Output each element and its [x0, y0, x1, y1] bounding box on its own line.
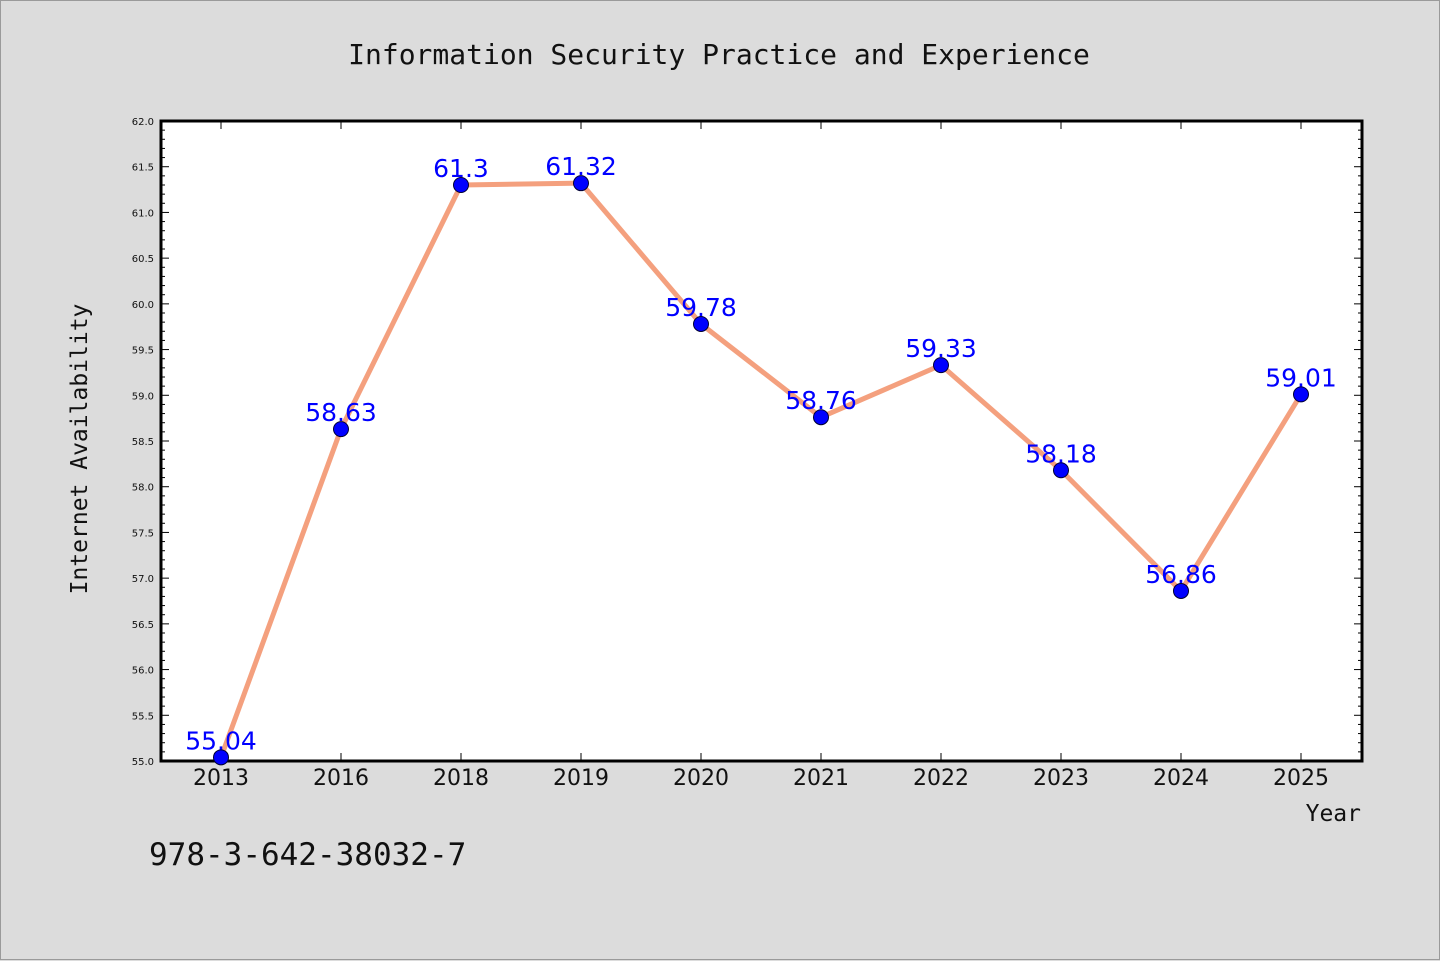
data-label: 59.33	[905, 334, 977, 363]
x-tick-label: 2021	[793, 766, 849, 791]
data-point	[813, 409, 829, 426]
data-point	[213, 749, 229, 766]
data-label: 61.32	[545, 152, 617, 181]
y-tick-label: 61.0	[132, 208, 154, 219]
data-label: 59.01	[1265, 363, 1337, 392]
x-tick-label: 2020	[673, 766, 729, 791]
x-tick-label: 2016	[313, 766, 369, 791]
x-tick-label: 2013	[193, 766, 249, 791]
y-axis-title: Internet Availability	[67, 304, 93, 595]
data-point	[333, 421, 349, 438]
data-labels: 55.04 58.63 61.3 61.32 59.78 58.76 59.33 58.18 5…	[185, 152, 1337, 755]
y-axis: 55.0 55.5 56.0 56.5 57.0 57.5 58.0 58.5 59.0 59.5…	[132, 117, 1362, 768]
x-axis: 2013 2016 2018 2019 2020 2021 2022 2023 2024 2025	[193, 121, 1329, 791]
data-label: 59.78	[665, 293, 737, 322]
x-tick-label: 2019	[553, 766, 609, 791]
x-tick-label: 2018	[433, 766, 489, 791]
y-tick-label: 55.5	[132, 711, 154, 722]
chart-title: Information Security Practice and Experi…	[348, 38, 1090, 71]
y-tick-label: 56.5	[132, 620, 154, 631]
data-point	[933, 357, 949, 374]
y-tick-label: 57.0	[132, 574, 154, 585]
x-tick-label: 2022	[913, 766, 969, 791]
data-point	[1173, 582, 1189, 599]
data-point	[1053, 462, 1069, 479]
y-tick-label: 58.5	[132, 437, 154, 448]
series-group	[213, 175, 1309, 766]
y-tick-label: 55.0	[132, 757, 154, 768]
data-label: 56.86	[1145, 560, 1217, 589]
data-point	[453, 177, 469, 193]
x-tick-label: 2025	[1273, 766, 1329, 791]
plot-area	[159, 119, 1364, 763]
data-point	[1293, 386, 1309, 403]
data-label: 58.76	[785, 386, 857, 415]
y-tick-label: 59.5	[132, 346, 154, 357]
x-tick-label: 2023	[1033, 766, 1089, 791]
y-tick-label: 60.5	[132, 254, 154, 265]
data-label: 61.3	[433, 154, 489, 183]
x-axis-title: Year	[1306, 801, 1361, 827]
data-point	[573, 175, 589, 192]
y-tick-label: 58.0	[132, 483, 154, 494]
data-label: 58.18	[1025, 439, 1097, 468]
y-tick-label: 56.0	[132, 666, 154, 677]
data-label: 58.63	[305, 398, 377, 427]
y-tick-label: 59.0	[132, 391, 154, 402]
y-tick-label: 60.0	[132, 300, 154, 311]
y-tick-label: 57.5	[132, 528, 154, 539]
x-tick-label: 2024	[1153, 766, 1209, 791]
data-label: 55.04	[185, 726, 257, 755]
data-point	[693, 315, 709, 332]
y-tick-label: 61.5	[132, 163, 154, 174]
series-line	[218, 180, 1304, 760]
isbn-annotation: 978-3-642-38032-7	[149, 837, 466, 873]
y-tick-label: 62.0	[132, 117, 154, 128]
